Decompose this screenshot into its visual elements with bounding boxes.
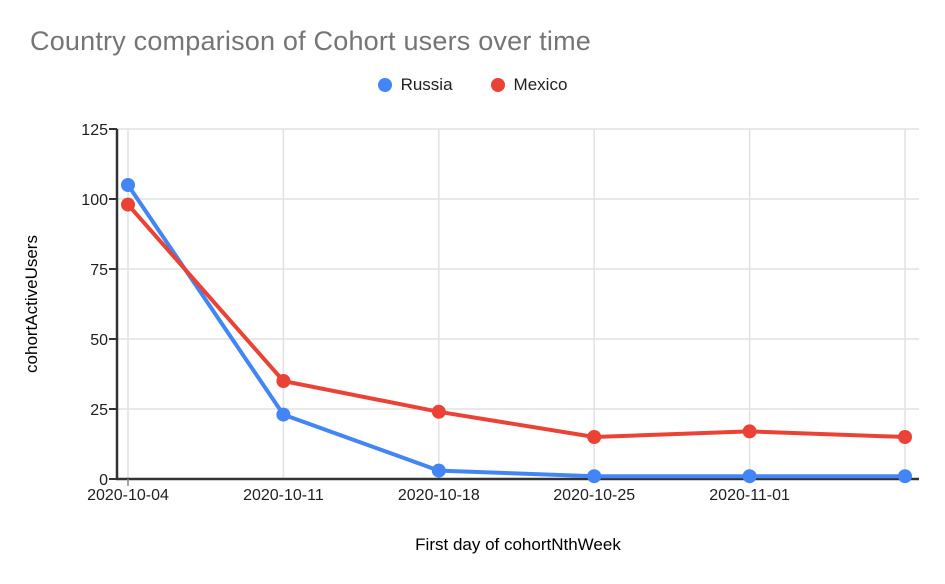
legend-item-russia: Russia: [377, 75, 453, 95]
legend-swatch-mexico-icon: [490, 78, 505, 92]
y-tick-label: 25: [90, 402, 108, 419]
data-point-mexico: [587, 430, 602, 444]
data-point-mexico: [898, 430, 912, 444]
series-line-russia: [126, 183, 907, 479]
data-point-mexico: [121, 197, 135, 212]
data-point-russia: [276, 407, 291, 422]
chart-legend: Russia Mexico: [0, 75, 945, 95]
y-tick-label: 125: [81, 122, 108, 139]
x-tick-label: 2020-11-01: [709, 487, 790, 504]
legend-swatch-russia-icon: [377, 78, 392, 92]
y-axis-title: cohortActiveUsers: [22, 235, 41, 373]
x-tick-label: 2020-10-25: [553, 487, 635, 504]
x-tick-label: 2020-10-18: [398, 487, 480, 504]
data-point-mexico: [742, 424, 757, 439]
series-line-mexico: [126, 202, 907, 439]
x-axis-title: First day of cohortNthWeek: [415, 535, 621, 554]
legend-label-mexico: Mexico: [513, 75, 568, 94]
x-tick-label: 2020-10-11: [243, 487, 324, 504]
data-point-russia: [898, 469, 912, 484]
legend-item-mexico: Mexico: [490, 75, 568, 95]
x-tick-label: 2020-10-04: [87, 487, 169, 504]
chart-title: Country comparison of Cohort users over …: [30, 26, 592, 56]
data-point-russia: [431, 463, 446, 478]
data-point-russia: [587, 469, 602, 484]
legend-label-russia: Russia: [400, 75, 453, 94]
data-point-russia: [121, 178, 135, 192]
y-tick-label: 100: [81, 192, 108, 209]
y-tick-label: 75: [90, 262, 108, 279]
data-point-russia: [742, 469, 757, 484]
data-point-mexico: [276, 374, 291, 388]
y-tick-label: 50: [90, 332, 108, 349]
y-tick-label: 0: [99, 472, 108, 489]
data-point-mexico: [431, 404, 446, 419]
